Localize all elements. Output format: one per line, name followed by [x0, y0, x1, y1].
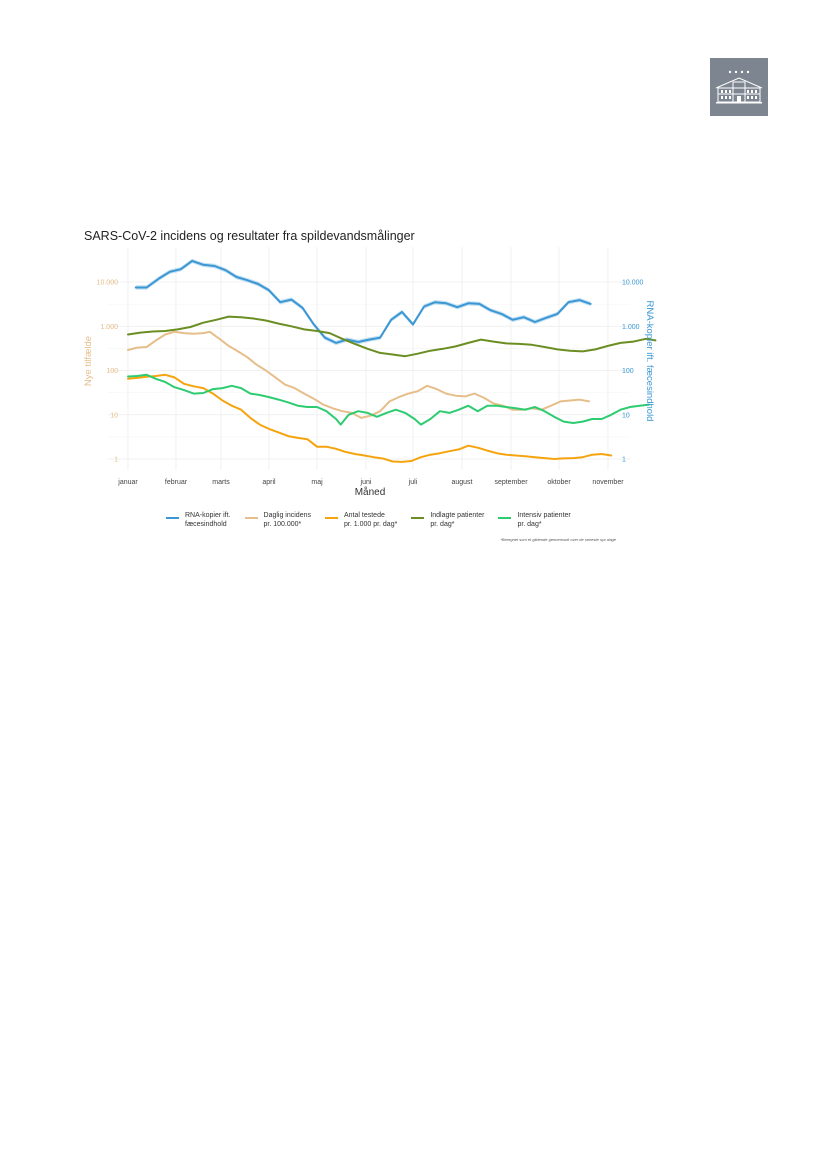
footnote: *Beregnet som et glidende gennemsnit ove…	[500, 537, 616, 542]
chart-title: SARS-CoV-2 incidens og resultater fra sp…	[84, 229, 415, 243]
left-tick-label: 1	[114, 457, 118, 464]
x-tick-label: august	[451, 479, 472, 486]
legend-swatch	[498, 517, 512, 519]
right-tick-label: 1	[622, 457, 626, 464]
grid	[108, 247, 630, 470]
left-tick-label: 10	[110, 412, 118, 419]
left-tick-label: 100	[106, 368, 118, 375]
legend-item-testede: Antal testede pr. 1.000 pr. dag*	[325, 512, 397, 529]
tick-labels: 1 10 100 1.000 10.000 1 10 100 1.000 10.000 januar…	[97, 280, 644, 487]
x-tick-label: februar	[165, 479, 188, 486]
x-tick-label: januar	[117, 479, 138, 486]
x-tick-label: juli	[408, 479, 418, 486]
x-axis-label: Måned	[355, 486, 386, 498]
y-axis-label-right: RNA-kopier ift. fæcesindhold	[644, 301, 655, 422]
series-lines	[127, 259, 657, 463]
x-tick-label: november	[592, 479, 624, 486]
legend-label: Intensiv patienter pr. dag*	[517, 512, 571, 528]
right-tick-label: 100	[622, 368, 634, 375]
series-line-intensiv	[127, 373, 651, 426]
legend-swatch	[325, 517, 338, 519]
right-tick-label: 10.000	[622, 280, 644, 287]
legend-label: Indlagte patienter pr. dag*	[430, 512, 485, 528]
logo	[710, 58, 768, 116]
legend-item-indlagte: Indlagte patienter pr. dag*	[411, 512, 484, 529]
x-tick-label: april	[262, 479, 276, 486]
legend-swatch	[166, 517, 179, 519]
x-tick-label: marts	[212, 479, 230, 486]
x-tick-label: juni	[360, 479, 372, 486]
x-tick-label: oktober	[547, 479, 571, 486]
series-line-incidens	[127, 330, 590, 419]
legend-label: Daglig incidens pr. 100.000*	[263, 512, 311, 528]
legend: RNA-kopier ift. fæcesindhold Daglig incid…	[166, 512, 585, 529]
left-tick-label: 1.000	[100, 324, 118, 331]
right-tick-label: 10	[622, 412, 630, 419]
x-tick-label: september	[494, 479, 528, 486]
manor-building-icon	[715, 70, 763, 104]
series-line-rna	[134, 259, 592, 344]
series-line-indlagte	[127, 315, 657, 358]
legend-label: RNA-kopier ift. fæcesindhold	[185, 512, 231, 528]
legend-item-intensiv: Intensiv patienter pr. dag*	[498, 512, 571, 529]
legend-swatch	[244, 517, 258, 519]
legend-swatch	[411, 517, 425, 519]
y-axis-label-left: Nye tilfælde	[83, 336, 94, 386]
legend-item-rna: RNA-kopier ift. fæcesindhold	[166, 512, 231, 529]
left-tick-label: 10.000	[97, 280, 119, 287]
legend-label: Antal testede pr. 1.000 pr. dag*	[344, 512, 398, 528]
legend-item-incidens: Daglig incidens pr. 100.000*	[244, 512, 311, 529]
x-tick-label: maj	[311, 479, 323, 486]
right-tick-label: 1.000	[622, 324, 640, 331]
series-line-testede	[127, 373, 613, 463]
